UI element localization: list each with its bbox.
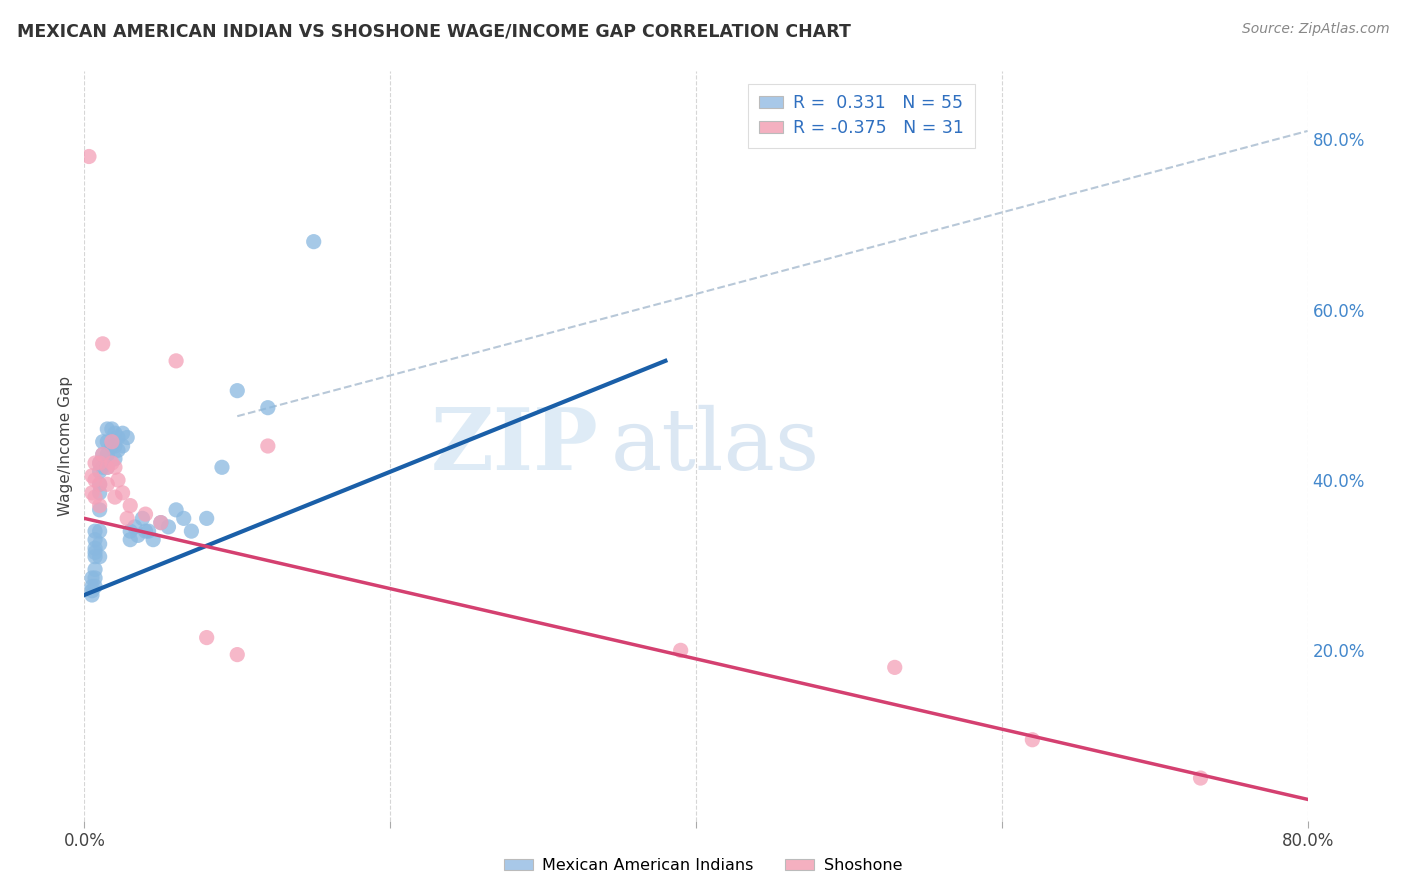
Point bbox=[96, 460, 118, 475]
Point bbox=[89, 537, 111, 551]
Point bbox=[180, 524, 202, 538]
Point bbox=[101, 456, 124, 470]
Point bbox=[104, 451, 127, 466]
Point bbox=[104, 426, 127, 441]
Point bbox=[89, 465, 111, 479]
Point bbox=[173, 511, 195, 525]
Point bbox=[124, 520, 146, 534]
Point bbox=[91, 336, 114, 351]
Point bbox=[91, 434, 114, 449]
Point bbox=[84, 571, 107, 585]
Point bbox=[104, 460, 127, 475]
Point bbox=[226, 384, 249, 398]
Point bbox=[104, 490, 127, 504]
Point bbox=[107, 473, 129, 487]
Point bbox=[80, 580, 103, 594]
Point bbox=[84, 562, 107, 576]
Point bbox=[84, 541, 107, 556]
Point bbox=[257, 439, 280, 453]
Point bbox=[84, 545, 107, 559]
Point bbox=[96, 448, 118, 462]
Point bbox=[80, 468, 103, 483]
Point bbox=[1021, 732, 1043, 747]
Point bbox=[149, 516, 172, 530]
Point bbox=[101, 422, 124, 436]
Point bbox=[84, 456, 107, 470]
Point bbox=[84, 580, 107, 594]
Point bbox=[80, 485, 103, 500]
Point bbox=[84, 524, 107, 538]
Point bbox=[149, 516, 172, 530]
Point bbox=[111, 426, 134, 441]
Point bbox=[135, 507, 157, 521]
Point bbox=[165, 503, 187, 517]
Point bbox=[96, 422, 118, 436]
Text: Source: ZipAtlas.com: Source: ZipAtlas.com bbox=[1241, 22, 1389, 37]
Point bbox=[89, 456, 111, 470]
Point bbox=[89, 524, 111, 538]
Point bbox=[101, 434, 124, 449]
Point bbox=[127, 528, 149, 542]
Point bbox=[96, 434, 118, 449]
Point bbox=[111, 439, 134, 453]
Point bbox=[302, 235, 325, 249]
Point bbox=[883, 660, 905, 674]
Point bbox=[115, 430, 138, 444]
Point bbox=[135, 524, 157, 538]
Point bbox=[80, 583, 103, 598]
Point bbox=[1189, 771, 1212, 785]
Point bbox=[89, 456, 111, 470]
Point bbox=[89, 477, 111, 491]
Text: atlas: atlas bbox=[610, 404, 820, 488]
Point bbox=[84, 473, 107, 487]
Point bbox=[89, 485, 111, 500]
Point bbox=[226, 648, 249, 662]
Point bbox=[89, 477, 111, 491]
Legend: R =  0.331   N = 55, R = -0.375   N = 31: R = 0.331 N = 55, R = -0.375 N = 31 bbox=[748, 84, 974, 147]
Point bbox=[77, 149, 100, 163]
Point bbox=[257, 401, 280, 415]
Point bbox=[91, 448, 114, 462]
Point bbox=[107, 430, 129, 444]
Point bbox=[80, 588, 103, 602]
Text: MEXICAN AMERICAN INDIAN VS SHOSHONE WAGE/INCOME GAP CORRELATION CHART: MEXICAN AMERICAN INDIAN VS SHOSHONE WAGE… bbox=[17, 22, 851, 40]
Point bbox=[115, 511, 138, 525]
Point bbox=[120, 499, 142, 513]
Point bbox=[165, 354, 187, 368]
Point bbox=[80, 571, 103, 585]
Legend: Mexican American Indians, Shoshone: Mexican American Indians, Shoshone bbox=[498, 852, 908, 880]
Point bbox=[89, 549, 111, 564]
Point bbox=[91, 448, 114, 462]
Point bbox=[195, 631, 218, 645]
Text: ZIP: ZIP bbox=[430, 404, 598, 488]
Point bbox=[120, 533, 142, 547]
Point bbox=[101, 439, 124, 453]
Point bbox=[89, 499, 111, 513]
Point bbox=[142, 533, 165, 547]
Point bbox=[91, 460, 114, 475]
Point bbox=[111, 485, 134, 500]
Point bbox=[96, 460, 118, 475]
Point bbox=[211, 460, 233, 475]
Point bbox=[84, 490, 107, 504]
Point bbox=[104, 439, 127, 453]
Point bbox=[89, 503, 111, 517]
Y-axis label: Wage/Income Gap: Wage/Income Gap bbox=[58, 376, 73, 516]
Point bbox=[669, 643, 692, 657]
Point bbox=[138, 524, 160, 538]
Point bbox=[84, 533, 107, 547]
Point bbox=[96, 477, 118, 491]
Point bbox=[195, 511, 218, 525]
Point bbox=[107, 443, 129, 458]
Point bbox=[131, 511, 153, 525]
Point bbox=[157, 520, 180, 534]
Point bbox=[120, 524, 142, 538]
Point bbox=[84, 549, 107, 564]
